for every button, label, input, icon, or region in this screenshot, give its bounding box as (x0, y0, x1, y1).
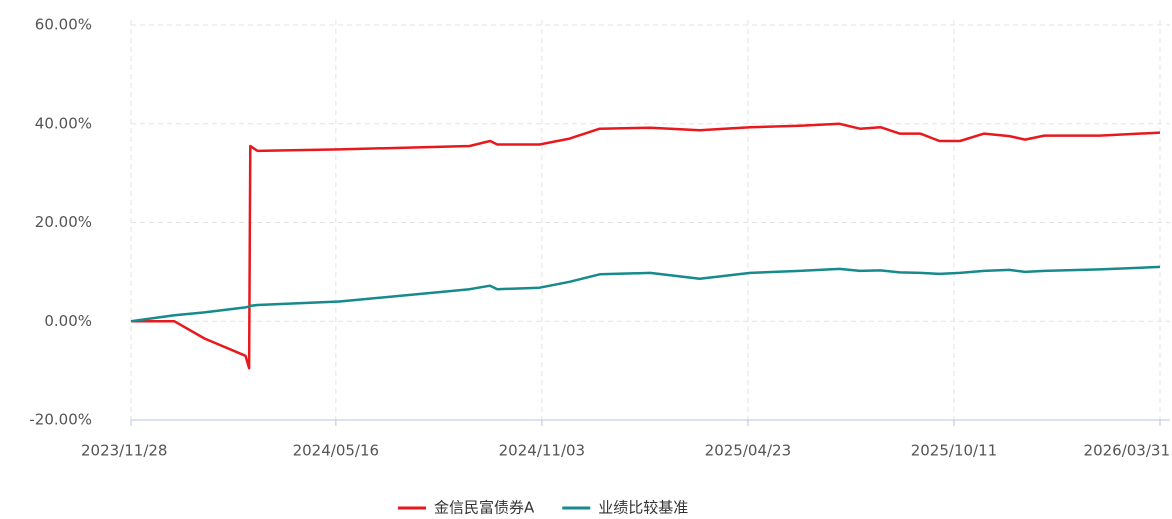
x-tick-label: 2024/11/03 (499, 442, 585, 460)
x-tick-label: 2025/10/11 (911, 442, 997, 460)
y-tick-label: 60.00% (35, 16, 92, 34)
y-tick-label: 40.00% (35, 114, 92, 132)
x-tick-label: 2023/11/28 (81, 442, 167, 460)
legend-text: 金信民富债券A (434, 499, 535, 517)
legend-text: 业绩比较基准 (598, 499, 688, 517)
y-tick-label: 0.00% (44, 312, 92, 330)
series-line (131, 122, 1161, 370)
x-tick-label: 2024/05/16 (293, 442, 379, 460)
x-tick-label: 2025/04/23 (705, 442, 791, 460)
x-tick-label: 2026/03/31 (1084, 442, 1170, 460)
y-tick-label: -20.00% (29, 411, 92, 429)
series-line (130, 265, 1161, 323)
y-tick-label: 20.00% (35, 213, 92, 231)
